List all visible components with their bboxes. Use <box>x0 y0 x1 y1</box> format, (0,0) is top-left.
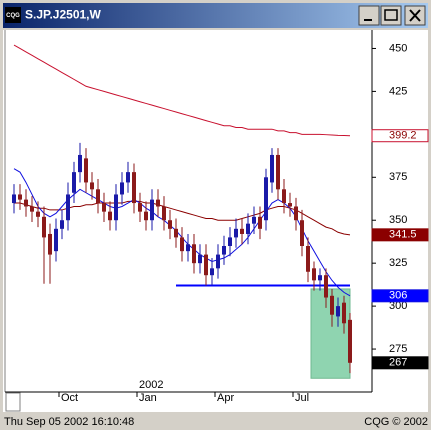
x-tick-label: Jan <box>139 392 157 404</box>
candle-body <box>162 206 166 221</box>
candle-body <box>78 154 82 173</box>
candle-body <box>270 154 274 183</box>
candle-body <box>102 203 106 212</box>
candle-body <box>210 268 214 276</box>
candle-body <box>234 228 238 238</box>
candle-body <box>336 306 340 317</box>
candle-body <box>222 245 226 255</box>
candle-body <box>282 189 286 204</box>
y-tick-label: 275 <box>389 343 407 355</box>
candle-body <box>324 275 328 298</box>
last-value-label: 399.2 <box>389 130 417 142</box>
candle-body <box>108 211 112 221</box>
title-bar <box>3 3 428 28</box>
window-title: S.JP.J2501,W <box>25 8 102 22</box>
candle-body <box>294 206 298 221</box>
candle-body <box>306 245 310 272</box>
candle-body <box>192 244 196 264</box>
candle-body <box>204 254 208 276</box>
candle-body <box>126 172 130 183</box>
chart-area <box>3 30 428 412</box>
candle-body <box>132 172 136 204</box>
last-value-box <box>371 356 429 370</box>
candle-body <box>342 302 346 324</box>
candle-body <box>12 194 16 204</box>
candle-body <box>330 295 334 315</box>
candle-body <box>72 172 76 193</box>
candle-body <box>180 237 184 252</box>
last-value-box <box>371 289 429 303</box>
candle-body <box>60 220 64 229</box>
average-line <box>13 44 351 137</box>
year-label: 2002 <box>139 379 163 391</box>
app-icon <box>5 7 21 23</box>
status-right: CQG © 2002 <box>364 416 428 428</box>
candle-body <box>114 194 118 221</box>
candle-body <box>90 182 94 190</box>
last-value-label: 267 <box>389 357 407 369</box>
candle-body <box>30 206 34 212</box>
candle-body <box>66 194 70 221</box>
candle-body <box>312 268 316 281</box>
candle-body <box>300 220 304 246</box>
x-tick-label: Jul <box>295 392 309 404</box>
y-tick-label: 375 <box>389 171 407 183</box>
last-value-label: 341.5 <box>389 229 417 241</box>
y-tick-label: 425 <box>389 85 407 97</box>
maximize-button[interactable] <box>380 5 402 26</box>
x-tick-label: Oct <box>61 392 78 404</box>
close-button[interactable] <box>404 5 426 26</box>
y-tick-label: 450 <box>389 42 407 54</box>
candle-body <box>168 220 172 229</box>
candle-body <box>18 194 22 200</box>
candle-body <box>246 223 250 234</box>
candle-body <box>186 244 190 252</box>
candle-body <box>228 237 232 246</box>
candle-body <box>252 216 256 224</box>
status-left: Thu Sep 05 2002 16:10:48 <box>4 416 134 428</box>
candle-body <box>258 216 262 229</box>
candle-body <box>24 199 28 207</box>
candle-body <box>120 182 124 195</box>
y-tick-label: 300 <box>389 300 407 312</box>
candle-body <box>264 177 268 221</box>
last-value-box <box>371 129 429 143</box>
last-value-box <box>371 228 429 242</box>
app-icon-text: CQG <box>6 13 20 19</box>
candle-body <box>36 211 40 217</box>
candle-body <box>138 203 142 212</box>
candle-body <box>318 275 322 281</box>
candle-body <box>144 211 148 221</box>
candle-body <box>216 254 220 269</box>
y-tick-label: 350 <box>389 214 407 226</box>
candle-body <box>96 189 100 204</box>
candle-body <box>48 233 52 255</box>
candle-body <box>156 199 160 207</box>
x-tick-label: Apr <box>217 392 234 404</box>
candle-body <box>54 228 58 252</box>
candle-body <box>174 228 178 238</box>
candle-body <box>348 319 352 363</box>
minimize-button[interactable] <box>358 5 380 26</box>
candle-body <box>150 199 154 221</box>
y-tick-label: 325 <box>389 257 407 269</box>
candle-body <box>42 216 46 238</box>
last-value-label: 306 <box>389 290 407 302</box>
candle-body <box>84 158 88 183</box>
candle-body <box>240 228 244 234</box>
candle-body <box>276 154 280 190</box>
candle-body <box>288 203 292 207</box>
candle-body <box>198 254 202 264</box>
scroll-box[interactable] <box>5 392 21 412</box>
